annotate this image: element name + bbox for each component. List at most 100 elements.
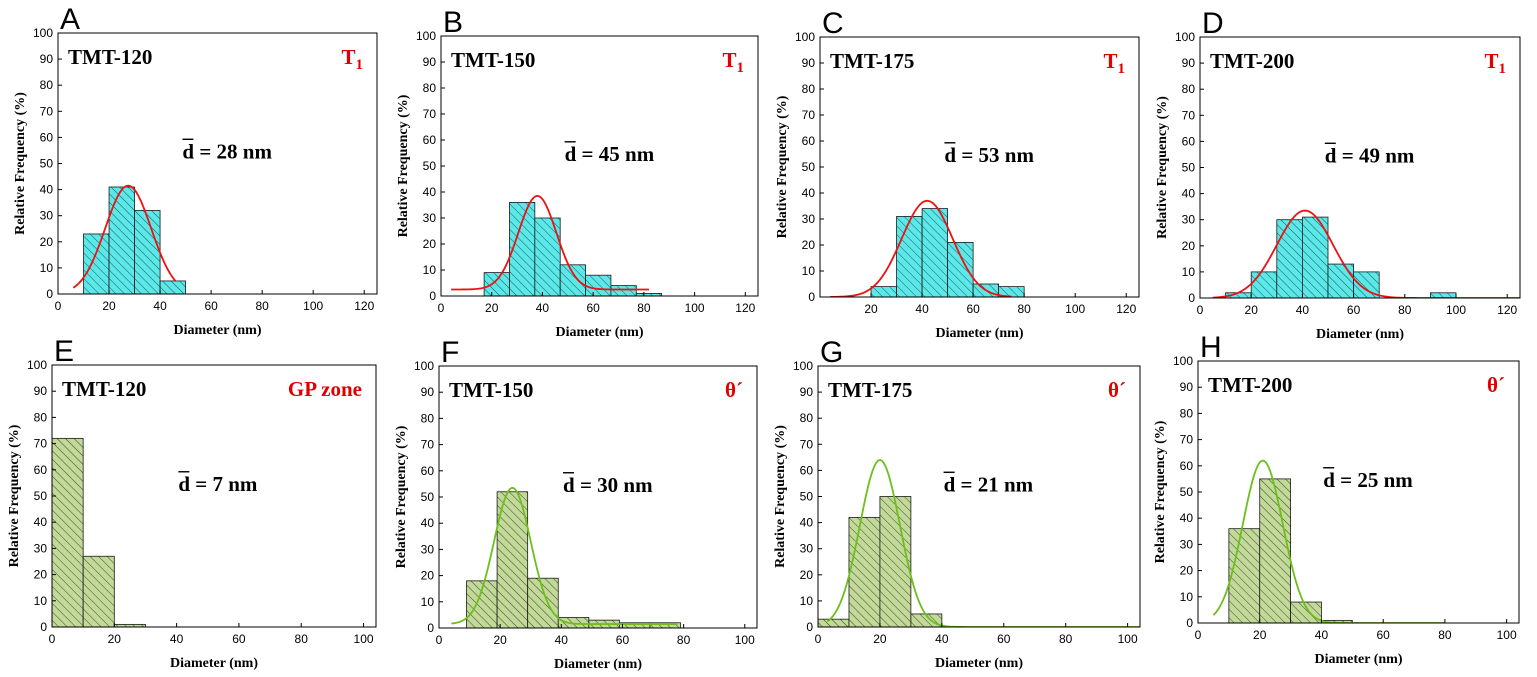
panel-letter: D bbox=[1202, 7, 1224, 40]
y-tick-label: 30 bbox=[800, 542, 814, 556]
x-tick-label: 20 bbox=[108, 632, 122, 646]
y-tick-label: 60 bbox=[423, 133, 437, 147]
y-tick-label: 30 bbox=[423, 211, 437, 225]
y-tick-label: 100 bbox=[1173, 354, 1193, 368]
y-tick-label: 80 bbox=[802, 82, 816, 96]
histogram-bar bbox=[527, 577, 559, 628]
phase-name: T bbox=[1103, 49, 1117, 73]
histogram-bar bbox=[82, 555, 115, 627]
x-tick-label: 0 bbox=[1197, 303, 1204, 317]
y-tick-label: 20 bbox=[421, 569, 435, 583]
x-tick-label: 80 bbox=[1438, 628, 1452, 642]
histogram-bar bbox=[134, 210, 161, 294]
x-tick-label: 40 bbox=[153, 299, 167, 313]
y-tick-label: 0 bbox=[46, 287, 53, 301]
y-tick-label: 70 bbox=[421, 438, 435, 452]
histogram-bar bbox=[1259, 478, 1291, 623]
plot-frame bbox=[819, 36, 1140, 298]
phase-label: θ´ bbox=[1108, 378, 1126, 402]
y-tick-label: 90 bbox=[423, 55, 437, 69]
y-tick-label: 60 bbox=[421, 464, 435, 478]
y-tick-label: 60 bbox=[1180, 459, 1194, 473]
x-tick-label: 20 bbox=[102, 299, 116, 313]
mean-diameter-label: d = 45 nm bbox=[565, 142, 655, 166]
y-tick-label: 50 bbox=[1182, 161, 1196, 175]
sample-label: TMT-150 bbox=[449, 378, 533, 402]
y-tick-label: 60 bbox=[800, 463, 814, 477]
bars bbox=[83, 186, 187, 294]
y-tick-label: 30 bbox=[802, 212, 816, 226]
bars bbox=[483, 201, 663, 296]
phase-label: T1 bbox=[1103, 49, 1125, 77]
histogram-bar bbox=[83, 233, 110, 294]
y-tick-label: 80 bbox=[1180, 406, 1194, 420]
y-tick-label: 60 bbox=[1182, 134, 1196, 148]
histogram-bar bbox=[159, 280, 187, 294]
y-tick-label: 40 bbox=[1182, 187, 1196, 201]
y-tick-label: 40 bbox=[34, 515, 48, 529]
y-tick-label: 10 bbox=[421, 595, 435, 609]
histogram-bar bbox=[108, 186, 135, 294]
mean-diameter-label: d = 49 nm bbox=[1325, 143, 1415, 167]
x-axis-label: Diameter (nm) bbox=[556, 325, 644, 340]
histogram-bar bbox=[610, 285, 637, 296]
y-tick-label: 10 bbox=[1182, 265, 1196, 279]
y-tick-label: 90 bbox=[802, 56, 816, 70]
y-tick-label: 90 bbox=[800, 385, 814, 399]
x-axis-label: Diameter (nm) bbox=[935, 656, 1023, 671]
y-tick-label: 20 bbox=[34, 568, 48, 582]
y-tick-label: 80 bbox=[421, 411, 435, 425]
y-tick-label: 60 bbox=[40, 130, 54, 144]
x-tick-label: 40 bbox=[935, 632, 949, 646]
x-tick-label: 100 bbox=[303, 299, 323, 313]
y-tick-label: 0 bbox=[429, 289, 436, 303]
y-tick-label: 100 bbox=[1175, 30, 1195, 44]
histogram-bar bbox=[870, 286, 897, 297]
panel-letter: C bbox=[822, 7, 844, 40]
histogram-bar bbox=[1327, 263, 1355, 298]
x-tick-label: 100 bbox=[1446, 303, 1466, 317]
x-tick-label: 80 bbox=[1059, 632, 1073, 646]
x-tick-label: 40 bbox=[536, 301, 550, 315]
x-tick-label: 60 bbox=[997, 632, 1011, 646]
y-tick-label: 40 bbox=[802, 186, 816, 200]
y-tick-label: 70 bbox=[1182, 108, 1196, 122]
chart-panel-d: 0 10 20 30 40 50 60 70 80 90 100 0 20 40 60 80 100 120 Dia… bbox=[1155, 7, 1521, 342]
y-tick-label: 90 bbox=[1180, 380, 1194, 394]
y-tick-label: 50 bbox=[800, 490, 814, 504]
y-tick-label: 50 bbox=[421, 490, 435, 504]
x-tick-label: 40 bbox=[1296, 303, 1310, 317]
y-tick-label: 40 bbox=[40, 183, 54, 197]
sample-label: TMT-120 bbox=[62, 377, 146, 401]
histogram-bar bbox=[998, 286, 1025, 297]
bars bbox=[870, 208, 1025, 297]
histogram-bar bbox=[1276, 219, 1303, 298]
x-tick-label: 100 bbox=[735, 633, 755, 647]
y-tick-label: 90 bbox=[421, 385, 435, 399]
x-tick-label: 60 bbox=[1347, 303, 1361, 317]
y-axis-label: Relative Frequency (%) bbox=[1155, 96, 1170, 239]
phase-name: T bbox=[1484, 49, 1498, 73]
x-tick-label: 60 bbox=[586, 301, 600, 315]
x-tick-label: 100 bbox=[1118, 632, 1138, 646]
y-tick-label: 0 bbox=[40, 620, 47, 634]
y-tick-label: 40 bbox=[800, 516, 814, 530]
sample-label: TMT-175 bbox=[828, 378, 912, 402]
y-tick-label: 0 bbox=[1186, 616, 1193, 630]
x-tick-label: 0 bbox=[436, 633, 443, 647]
gaussian-fit-line bbox=[1212, 459, 1445, 623]
x-tick-label: 120 bbox=[354, 299, 374, 313]
y-tick-label: 0 bbox=[806, 620, 813, 634]
x-axis-label: Diameter (nm) bbox=[174, 323, 262, 338]
x-tick-label: 40 bbox=[555, 633, 569, 647]
sample-label: TMT-175 bbox=[830, 49, 914, 73]
phase-name: T bbox=[722, 48, 736, 72]
y-tick-label: 60 bbox=[34, 463, 48, 477]
x-axis-label: Diameter (nm) bbox=[936, 326, 1024, 341]
histogram-bar bbox=[879, 496, 912, 627]
y-tick-label: 80 bbox=[34, 410, 48, 424]
y-tick-label: 50 bbox=[34, 489, 48, 503]
chart-panel-g: 0 10 20 30 40 50 60 70 80 90 100 0 20 40 60 80 100 Diamet… bbox=[773, 336, 1141, 671]
sample-label: TMT-150 bbox=[451, 48, 535, 72]
